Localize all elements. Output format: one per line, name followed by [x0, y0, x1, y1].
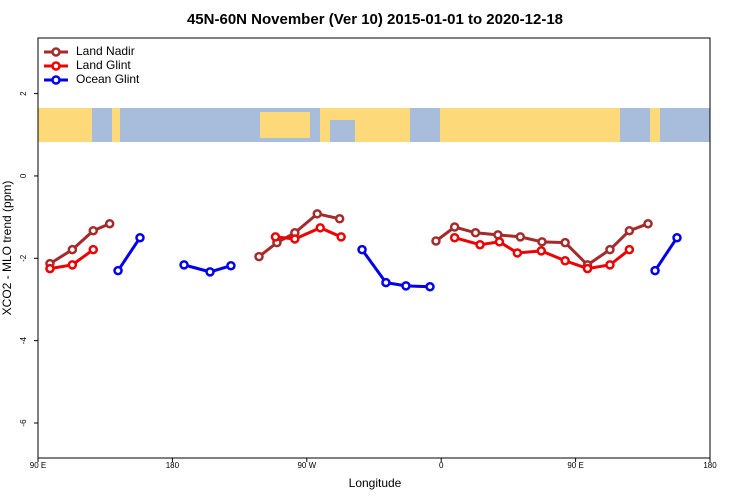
- y-tick-label: -6: [19, 419, 28, 427]
- x-tick-label: 90 E: [567, 461, 583, 470]
- plot-frame: [37, 37, 711, 459]
- point: [536, 246, 547, 256]
- legend-label: Land Nadir: [76, 44, 135, 58]
- point: [67, 244, 78, 255]
- point: [560, 237, 570, 248]
- legend-marker: [51, 75, 61, 85]
- point: [254, 251, 264, 262]
- y-tick-label: 0: [19, 173, 28, 178]
- x-tick-label: 0: [439, 461, 444, 470]
- point: [401, 281, 411, 291]
- point: [449, 222, 460, 232]
- point: [381, 277, 391, 288]
- point: [605, 244, 615, 255]
- point: [425, 281, 435, 292]
- point: [515, 232, 526, 242]
- point: [537, 237, 547, 247]
- y-tick-label: -4: [19, 337, 28, 345]
- point: [336, 232, 346, 242]
- y-tick-label: 2: [19, 91, 28, 96]
- point: [582, 263, 593, 274]
- x-axis-label: Longitude: [349, 476, 402, 490]
- point: [624, 225, 635, 236]
- chart-title: 45N-60N November (Ver 10) 2015-01-01 to …: [187, 11, 563, 28]
- x-tick-label: 90 W: [297, 461, 316, 470]
- x-tick-label: 90 E: [30, 461, 46, 470]
- point: [45, 263, 55, 274]
- map-strip: [38, 108, 710, 142]
- point: [205, 267, 215, 277]
- point: [334, 214, 345, 224]
- point: [315, 223, 325, 233]
- y-tick-label: -2: [19, 254, 28, 262]
- point: [67, 260, 78, 270]
- point: [270, 232, 281, 242]
- point: [226, 260, 236, 271]
- point: [104, 218, 115, 229]
- point: [475, 239, 485, 250]
- point: [449, 232, 460, 243]
- legend-marker: [51, 61, 61, 71]
- point: [312, 209, 323, 219]
- point: [672, 232, 682, 243]
- point: [113, 265, 123, 276]
- point: [643, 218, 653, 229]
- x-tick-label: 180: [166, 461, 180, 470]
- point: [650, 265, 660, 276]
- point: [88, 244, 99, 255]
- x-tick-label: 180: [703, 461, 717, 470]
- legend-label: Land Glint: [76, 58, 131, 72]
- point: [494, 237, 505, 247]
- point: [605, 260, 615, 270]
- point: [431, 236, 441, 246]
- y-axis-label: XCO2 - MLO trend (ppm): [0, 181, 14, 316]
- point: [560, 256, 570, 266]
- point: [290, 234, 300, 244]
- point: [624, 244, 635, 255]
- point: [88, 225, 99, 236]
- point: [135, 232, 145, 243]
- point: [470, 228, 481, 238]
- legend-label: Ocean Glint: [76, 72, 140, 86]
- point: [357, 244, 367, 255]
- point: [179, 260, 189, 270]
- legend-marker: [51, 47, 61, 57]
- point: [512, 248, 523, 258]
